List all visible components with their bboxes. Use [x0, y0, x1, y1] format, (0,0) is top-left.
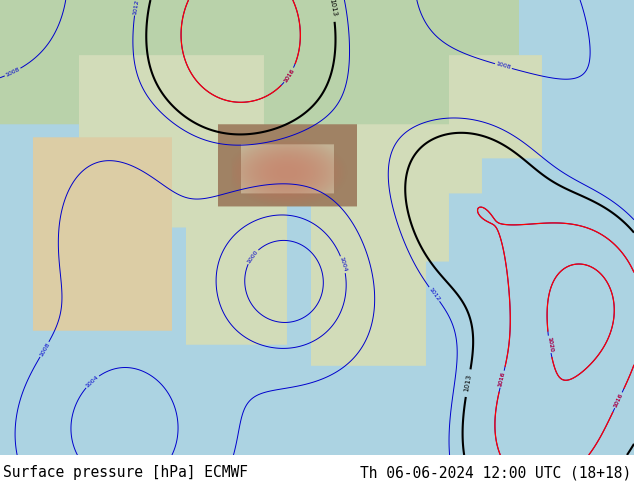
Text: 1008: 1008 [495, 62, 512, 71]
Text: Th 06-06-2024 12:00 UTC (18+18): Th 06-06-2024 12:00 UTC (18+18) [359, 465, 631, 480]
Text: 1008: 1008 [39, 342, 51, 357]
Text: 1013: 1013 [463, 374, 472, 392]
Text: 1020: 1020 [546, 336, 553, 352]
Text: 1020: 1020 [546, 336, 553, 352]
Text: 1008: 1008 [4, 67, 21, 78]
Text: 1012: 1012 [132, 0, 139, 15]
Text: Surface pressure [hPa] ECMWF: Surface pressure [hPa] ECMWF [3, 465, 248, 480]
Text: 1004: 1004 [85, 374, 100, 389]
Text: 1000: 1000 [246, 249, 259, 264]
Text: 1016: 1016 [283, 68, 295, 83]
Text: 1016: 1016 [498, 371, 507, 387]
Text: 1016: 1016 [613, 392, 624, 408]
Text: 1016: 1016 [613, 392, 624, 408]
Text: 1016: 1016 [498, 371, 507, 387]
Text: 1013: 1013 [328, 0, 337, 17]
Text: 1004: 1004 [339, 256, 348, 273]
Text: 1012: 1012 [428, 287, 441, 302]
Text: 1016: 1016 [283, 68, 295, 83]
